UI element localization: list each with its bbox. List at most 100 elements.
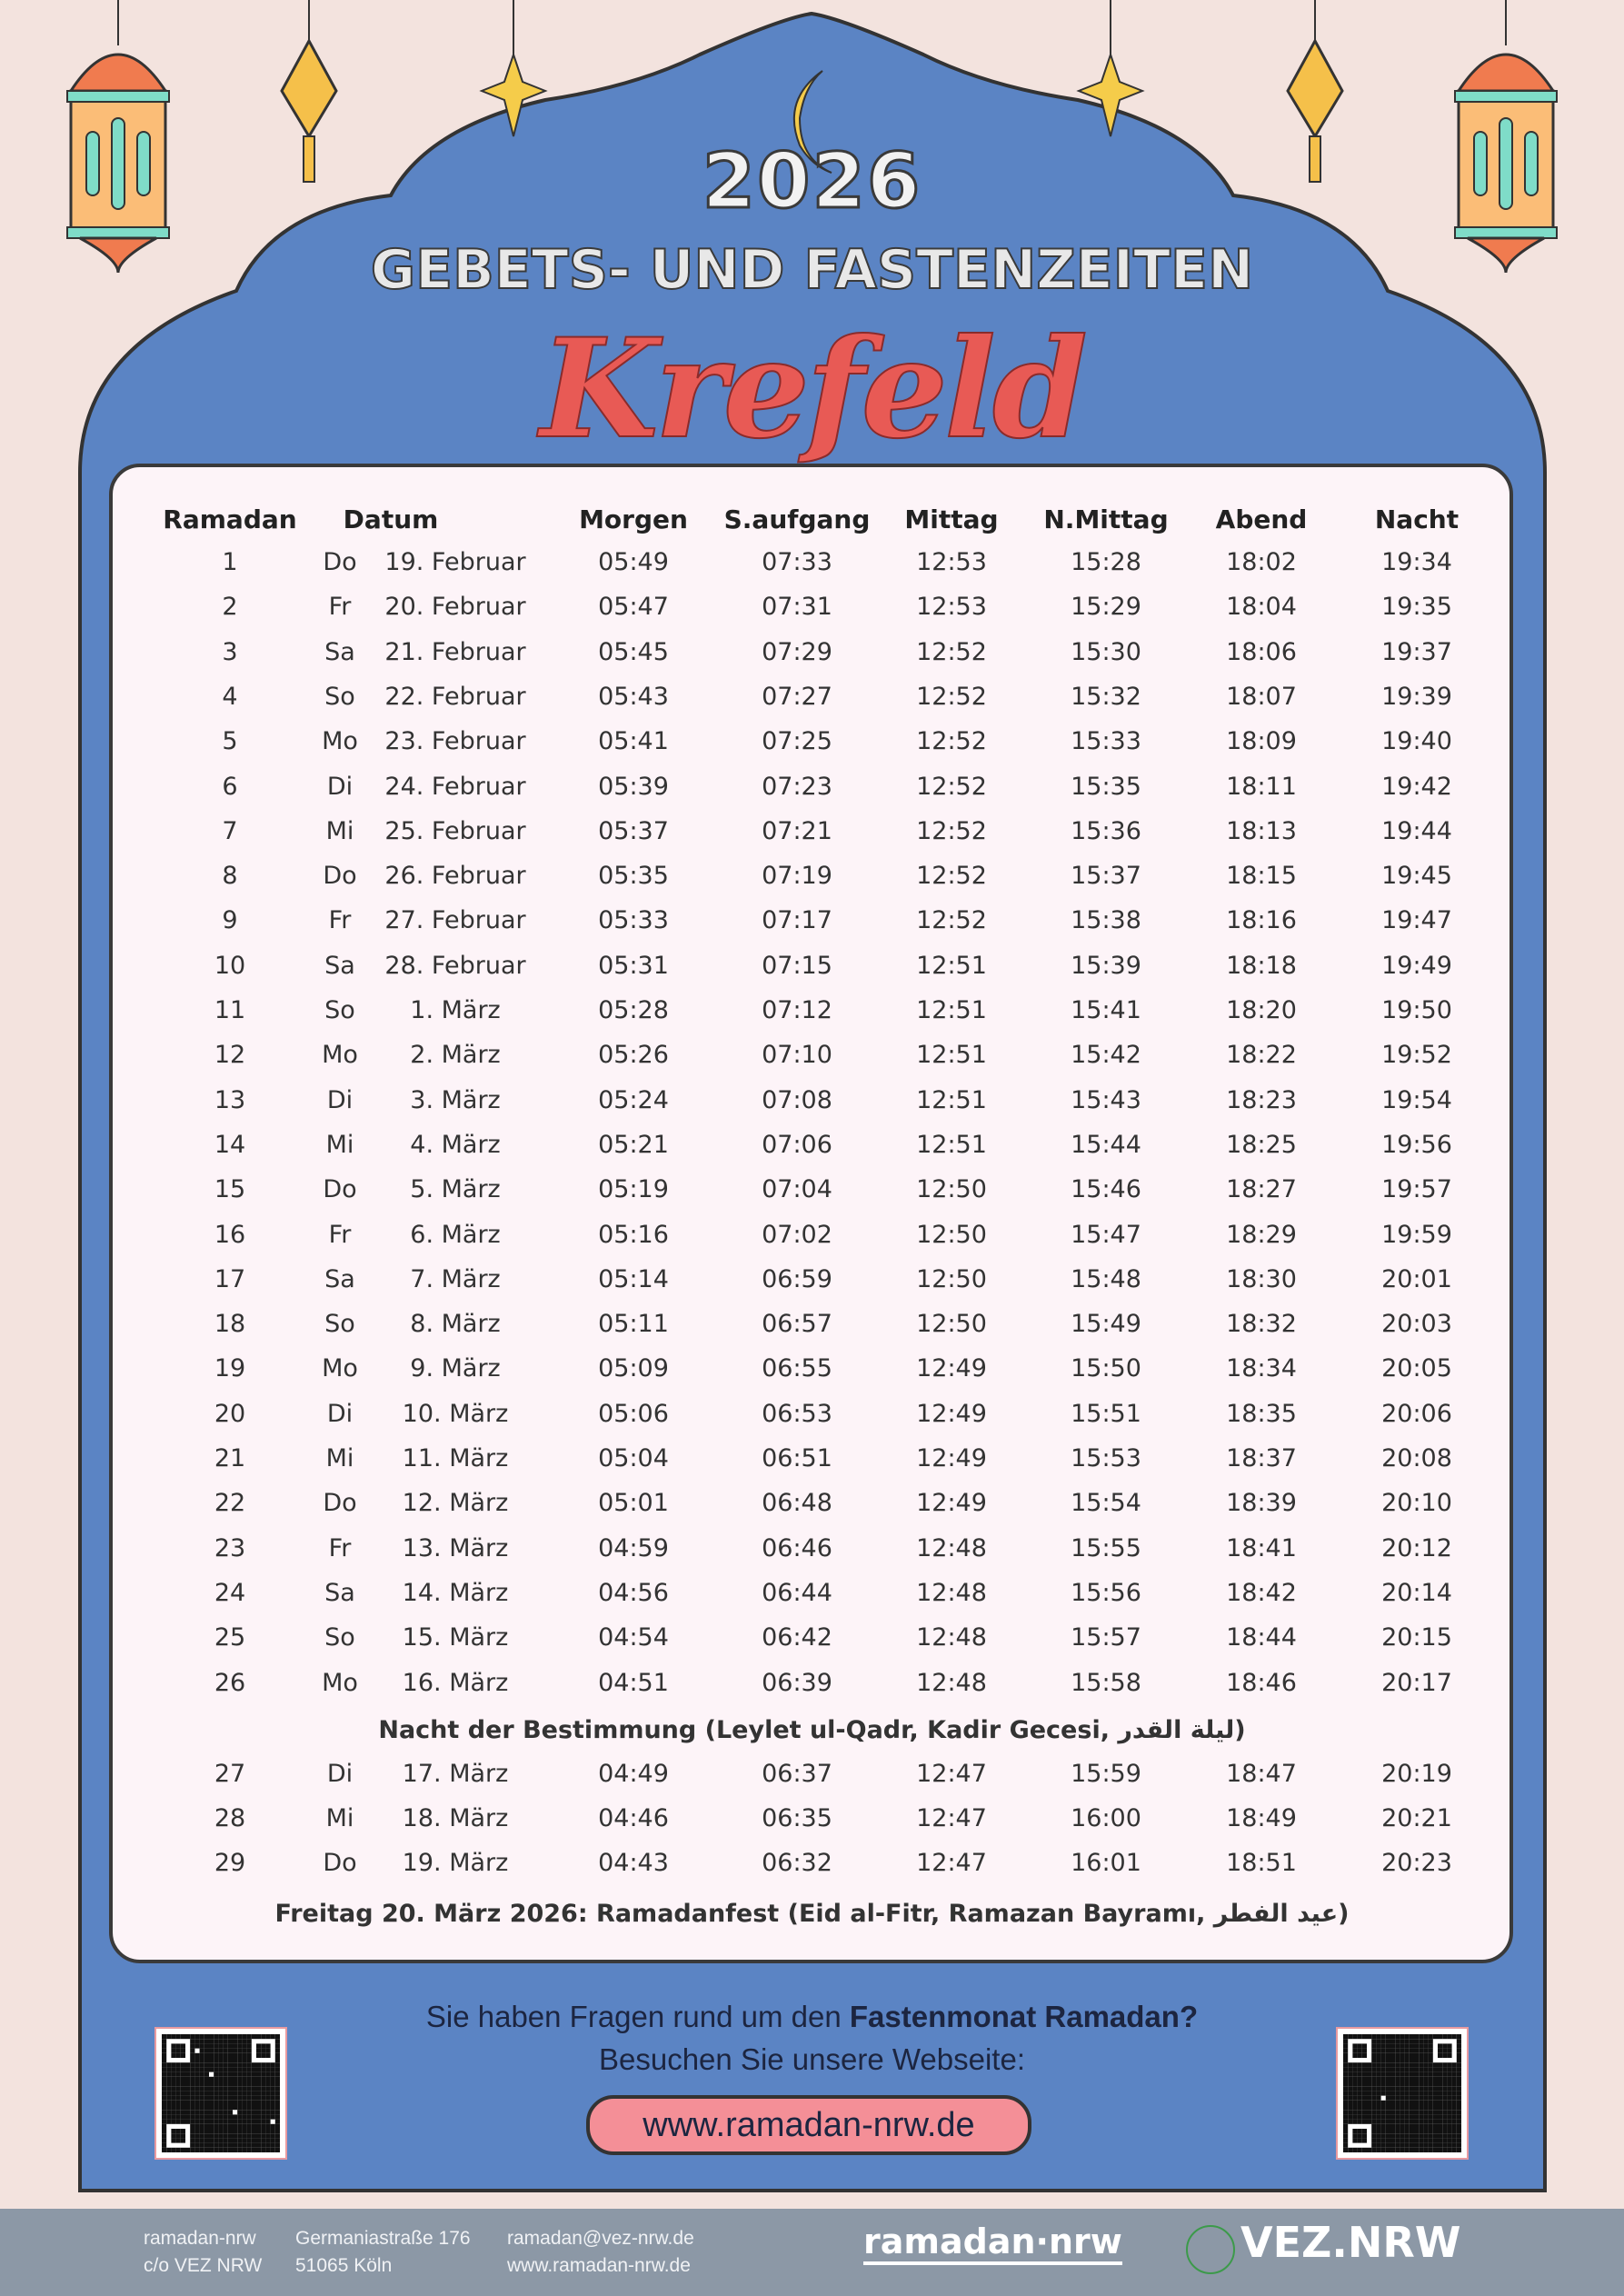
table-cell: 07:04 bbox=[762, 1175, 832, 1204]
table-cell: 12:53 bbox=[916, 593, 987, 622]
table-cell: 07:29 bbox=[762, 637, 832, 666]
table-cell: 3. März bbox=[410, 1085, 501, 1114]
column-header: N.Mittag bbox=[1043, 504, 1169, 534]
star-right-icon bbox=[1076, 51, 1145, 137]
table-cell: Fr bbox=[328, 1220, 352, 1249]
table-cell: 12:48 bbox=[916, 1668, 987, 1697]
table-cell: 12:51 bbox=[916, 1041, 987, 1070]
table-cell: 19:44 bbox=[1381, 816, 1452, 845]
table-cell: 19:56 bbox=[1381, 1130, 1452, 1159]
table-cell: 12:52 bbox=[916, 816, 987, 845]
footer-org: ramadan-nrw c/o VEZ NRW bbox=[144, 2225, 262, 2280]
table-cell: 18:16 bbox=[1226, 906, 1297, 935]
table-cell: 18:51 bbox=[1226, 1849, 1297, 1877]
lantern-right-icon bbox=[1454, 53, 1558, 274]
table-cell: 24 bbox=[214, 1578, 246, 1607]
table-cell: Fr bbox=[328, 906, 352, 935]
table-cell: 10. März bbox=[402, 1399, 509, 1428]
table-cell: 25 bbox=[214, 1623, 246, 1652]
table-cell: 18:34 bbox=[1226, 1354, 1297, 1383]
table-cell: 14. März bbox=[402, 1578, 509, 1607]
table-cell: 15:37 bbox=[1071, 862, 1141, 891]
table-cell: 15:36 bbox=[1071, 816, 1141, 845]
table-cell: Di bbox=[326, 1399, 354, 1428]
table-cell: 07:27 bbox=[762, 682, 832, 711]
table-cell: 20:12 bbox=[1381, 1533, 1452, 1562]
table-cell: 04:51 bbox=[598, 1668, 669, 1697]
table-cell: 18:42 bbox=[1226, 1578, 1297, 1607]
table-cell: 05:39 bbox=[598, 772, 669, 801]
table-cell: 07:23 bbox=[762, 772, 832, 801]
table-cell: 12:51 bbox=[916, 1085, 987, 1114]
table-cell: Mo bbox=[322, 727, 358, 756]
table-cell: 06:32 bbox=[762, 1849, 832, 1877]
column-header: Mittag bbox=[904, 504, 999, 534]
table-cell: 8 bbox=[222, 862, 238, 891]
table-cell: 18:47 bbox=[1226, 1760, 1297, 1788]
table-cell: 18:18 bbox=[1226, 951, 1297, 980]
vez-logo-circle-icon bbox=[1186, 2225, 1235, 2274]
table-cell: 18:13 bbox=[1226, 816, 1297, 845]
timetable-panel bbox=[109, 464, 1513, 1963]
footer-email[interactable]: ramadan@vez-nrw.de bbox=[507, 2228, 694, 2249]
table-cell: So bbox=[324, 682, 355, 711]
table-cell: 16 bbox=[214, 1220, 246, 1249]
table-cell: 20:03 bbox=[1381, 1310, 1452, 1339]
table-cell: 18:35 bbox=[1226, 1399, 1297, 1428]
table-cell: 12:50 bbox=[916, 1175, 987, 1204]
info-visit: Besuchen Sie unsere Webseite: bbox=[598, 2042, 1025, 2076]
column-header: S.aufgang bbox=[723, 504, 871, 534]
table-cell: 07:15 bbox=[762, 951, 832, 980]
table-cell: 15:49 bbox=[1071, 1310, 1141, 1339]
table-cell: 18:32 bbox=[1226, 1310, 1297, 1339]
table-cell: 20:23 bbox=[1381, 1849, 1452, 1877]
table-cell: 04:54 bbox=[598, 1623, 669, 1652]
table-cell: Fr bbox=[328, 593, 352, 622]
table-cell: 06:51 bbox=[762, 1444, 832, 1472]
table-cell: 07:21 bbox=[762, 816, 832, 845]
ketupat-left-icon bbox=[280, 37, 338, 183]
ramadan-nrw-logo: ramadan·nrw bbox=[863, 2221, 1122, 2265]
table-cell: 12:52 bbox=[916, 727, 987, 756]
table-cell: 8. März bbox=[410, 1310, 501, 1339]
table-cell: 07:17 bbox=[762, 906, 832, 935]
note-eid: Freitag 20. März 2026: Ramadanfest (Eid … bbox=[274, 1900, 1350, 1928]
table-cell: 18 bbox=[214, 1310, 246, 1339]
table-cell: 15:28 bbox=[1071, 548, 1141, 576]
table-cell: 07:06 bbox=[762, 1130, 832, 1159]
table-cell: 19:47 bbox=[1381, 906, 1452, 935]
table-cell: 05:16 bbox=[598, 1220, 669, 1249]
table-cell: 04:43 bbox=[598, 1849, 669, 1877]
table-cell: 07:25 bbox=[762, 727, 832, 756]
table-cell: 20. Februar bbox=[384, 593, 526, 622]
qr-code-left[interactable] bbox=[154, 2027, 287, 2160]
website-link-button[interactable]: www.ramadan-nrw.de bbox=[586, 2095, 1031, 2155]
table-cell: 05:26 bbox=[598, 1041, 669, 1070]
table-cell: 19:39 bbox=[1381, 682, 1452, 711]
table-cell: 07:08 bbox=[762, 1085, 832, 1114]
table-cell: 12:50 bbox=[916, 1310, 987, 1339]
table-cell: 18:44 bbox=[1226, 1623, 1297, 1652]
qr-code-right[interactable] bbox=[1336, 2027, 1469, 2160]
table-cell: 18:41 bbox=[1226, 1533, 1297, 1562]
table-cell: 05:49 bbox=[598, 548, 669, 576]
table-cell: 06:42 bbox=[762, 1623, 832, 1652]
table-cell: 20:19 bbox=[1381, 1760, 1452, 1788]
table-cell: 18:25 bbox=[1226, 1130, 1297, 1159]
table-cell: 18:04 bbox=[1226, 593, 1297, 622]
table-cell: Do bbox=[323, 548, 357, 576]
table-cell: Mi bbox=[325, 1130, 354, 1159]
table-cell: 12:49 bbox=[916, 1354, 987, 1383]
footer-street: Germaniastraße 176 bbox=[295, 2228, 471, 2249]
table-cell: Mo bbox=[322, 1354, 358, 1383]
table-cell: Di bbox=[326, 772, 354, 801]
note-laylat-al-qadr: Nacht der Bestimmung (Leylet ul-Qadr, Ka… bbox=[378, 1716, 1246, 1744]
table-cell: 15 bbox=[214, 1175, 246, 1204]
table-cell: 19:35 bbox=[1381, 593, 1452, 622]
table-cell: 4 bbox=[222, 682, 238, 711]
column-header: Datum bbox=[343, 504, 439, 534]
footer-website[interactable]: www.ramadan-nrw.de bbox=[507, 2255, 691, 2276]
table-cell: 7. März bbox=[410, 1264, 501, 1293]
table-cell: 12:47 bbox=[916, 1760, 987, 1788]
table-cell: 05:37 bbox=[598, 816, 669, 845]
